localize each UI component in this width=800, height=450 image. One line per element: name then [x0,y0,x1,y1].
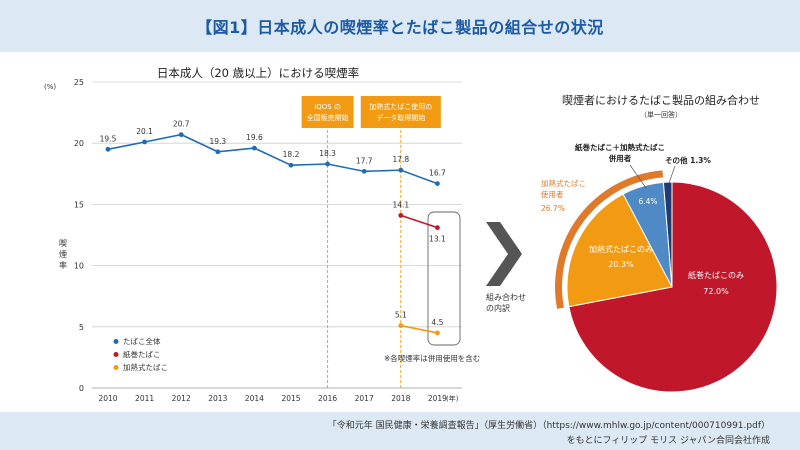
ring-value: 26.7% [541,204,565,213]
x-tick-label: 2015 [281,394,300,403]
x-tick-label: 2018 [391,394,410,403]
data-label: 16.7 [429,169,446,178]
data-label: 17.8 [392,155,409,164]
data-label: 13.1 [429,235,446,244]
data-label: 19.3 [209,137,226,146]
slice-label: 加熱式たばこのみ [589,244,653,254]
footer-banner: 「令和元年 国民健康・栄養調査報告」（厚生労働省）（https://www.mh… [0,412,800,450]
x-tick-label: 2014 [245,394,264,403]
legend-entry: たばこ全体 [123,336,161,346]
legend-marker [113,352,119,357]
y-tick-label: 20 [74,139,84,148]
chart-area: 日本成人（20 歳以上）における喫煙率 (%) 0 5 10 15 20 25 喫煙率 2010 2… [44,66,778,403]
callout-label: 紙巻たばこ＋加熱式たばこ [575,142,665,152]
pie-slice [662,181,673,288]
x-tick-label: 2017 [355,394,374,403]
data-point [178,132,184,138]
y-tick-label: 10 [74,262,84,271]
data-label: 20.1 [136,127,153,136]
data-point [435,181,440,186]
data-point [325,161,330,167]
slice-value: 20.3% [608,260,634,269]
data-point [215,149,221,155]
series-line-0 [107,133,438,185]
highlight-box [427,211,461,346]
data-label: 19.6 [246,133,263,142]
x-tick-label: 2012 [172,394,191,403]
data-point [398,323,404,328]
ring-label: 加熱式たばこ [541,178,586,188]
y-unit-label: (%) [44,83,56,91]
callout-label: その他 1.3% [665,155,711,165]
data-label: 18.2 [283,150,300,159]
pie-slice [566,193,673,308]
arrow-label: 組み合わせ [486,292,526,302]
annotation-box [301,96,354,128]
y-axis-label: 喫煙率 [59,238,67,270]
footnote: ※各喫煙率は併用使用を含む [384,353,480,363]
y-tick-label: 5 [79,323,84,332]
y-tick-label: 15 [74,200,84,209]
data-point [398,167,404,173]
annotation-box [360,96,441,128]
page-title: 【図1】日本成人の喫煙率とたばこ製品の組合せの状況 [196,18,604,37]
series-line-1 [400,214,438,229]
pie-chart-subtitle: （単一回答） [640,110,682,119]
arrow-label: の内訳 [486,303,510,313]
slice-value: 72.0% [703,287,729,296]
data-label: 18.3 [319,149,336,158]
chevron-right-icon [486,222,522,286]
data-label: 17.7 [356,156,373,165]
annotation-text: データ取得開始 [376,113,425,122]
callout-label: 併用者 [608,153,632,163]
line-chart-title: 日本成人（20 歳以上）における喫煙率 [157,66,359,80]
x-tick-label: 2016 [318,394,337,403]
x-tick-label: 2019 [428,394,447,403]
data-point [288,162,294,168]
data-point [361,168,367,174]
y-tick-label: 0 [79,384,84,393]
data-point [435,225,440,231]
legend-entry: 紙巻たばこ [123,349,161,359]
data-label: 19.5 [100,134,117,143]
source-citation: 「令和元年 国民健康・栄養調査報告」（厚生労働省）（https://www.mh… [327,421,770,431]
data-point [252,145,257,151]
slice-label: 紙巻たばこのみ [688,270,744,280]
callout-leader [668,165,676,184]
legend-entry: 加熱式たばこ [123,362,168,372]
legend-marker [113,339,119,344]
annotation-text: 全国販売開始 [307,113,349,122]
credit-line: をもとにフィリップ モリス ジャパン合同会社作成 [566,436,770,446]
pie-chart-title: 喫煙者におけるたばこ製品の組み合わせ [562,93,760,107]
data-point [142,139,148,145]
series-line-2 [400,324,438,334]
data-label: 5.1 [395,311,407,320]
data-label: 20.7 [173,120,190,129]
y-tick-label: 25 [74,78,84,87]
slice-value: 6.4% [638,197,657,206]
data-label: 4.5 [431,318,443,327]
header-banner: 【図1】日本成人の喫煙率とたばこ製品の組合せの状況 [0,0,800,52]
annotation-text: 加熱式たばこ使用の [369,102,432,111]
callout-leader [629,164,647,189]
annotation-text: IQOS の [314,103,341,111]
x-tick-label: 2011 [135,394,154,403]
data-point [398,213,404,218]
x-tick-label: 2013 [208,394,227,403]
data-point [435,330,440,336]
legend-marker [113,365,119,370]
data-point [105,146,111,152]
ring-label: 使用者 [541,189,564,199]
x-unit-label: (年) [446,394,459,403]
x-tick-label: 2010 [98,394,117,403]
data-label: 14.1 [392,200,409,209]
pie-slice [568,181,778,393]
